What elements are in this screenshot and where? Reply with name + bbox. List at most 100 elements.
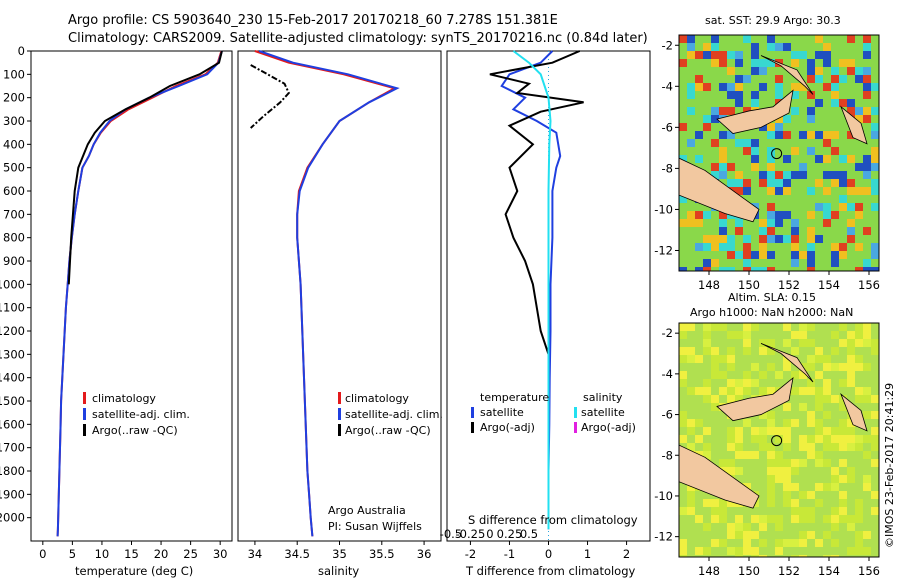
map-cell [775, 371, 783, 379]
depth-tick-label: 2000 [0, 511, 25, 525]
map-cell [687, 219, 695, 227]
map-cell [695, 547, 703, 555]
map-cell [871, 179, 879, 187]
map-cell [775, 179, 783, 187]
x-tick-label: 36 [417, 547, 432, 561]
map-cell [751, 451, 759, 459]
map-cell [807, 91, 815, 99]
map-cell [743, 347, 751, 355]
map-cell [799, 491, 807, 499]
map-cell [743, 267, 751, 271]
map-cell [751, 267, 759, 271]
map-cell [863, 163, 871, 171]
map-cell [727, 267, 735, 271]
depth-tick-label: 1600 [0, 417, 25, 431]
map-cell [751, 155, 759, 163]
map-cell [703, 211, 711, 219]
map-cell [759, 83, 767, 91]
map-cell [807, 491, 815, 499]
map-cell [807, 363, 815, 371]
map-cell [735, 99, 743, 107]
map-cell [695, 435, 703, 443]
map-cell [815, 419, 823, 427]
map-cell [759, 123, 767, 131]
map-cell [679, 507, 687, 515]
legend-swatch-climatology [83, 392, 86, 404]
map-cell [783, 443, 791, 451]
map-cell [727, 331, 735, 339]
map-cell [711, 539, 719, 547]
map-cell [743, 243, 751, 251]
map-cell [719, 171, 727, 179]
map-cell [695, 387, 703, 395]
map-cell [839, 515, 847, 523]
map-cell [679, 331, 687, 339]
map-cell [735, 467, 743, 475]
map-cell [807, 227, 815, 235]
map-cell [815, 203, 823, 211]
map-cell [711, 347, 719, 355]
map-cell [735, 139, 743, 147]
map-cell [767, 211, 775, 219]
map-cell [735, 251, 743, 259]
map-cell [855, 531, 863, 539]
map-cell [839, 171, 847, 179]
map-cell [863, 363, 871, 371]
map-cell [871, 507, 879, 515]
map-cell [839, 419, 847, 427]
lon-tick-label: 152 [778, 278, 800, 292]
map-cell [743, 235, 751, 243]
map-cell [799, 555, 807, 557]
legend-salinity-heading: salinity [583, 391, 623, 404]
map-cell [727, 499, 735, 507]
depth-tick-label: 500 [3, 161, 25, 175]
map-cell [711, 355, 719, 363]
map-cell [687, 491, 695, 499]
map-cell [783, 171, 791, 179]
map-cell [775, 475, 783, 483]
map-cell [855, 267, 863, 271]
salinity-xlabel: salinity [318, 564, 359, 578]
map-cell [791, 259, 799, 267]
legend-s-satellite: satellite [581, 406, 625, 419]
legend-t-satellite: satellite [480, 406, 524, 419]
map-cell [871, 107, 879, 115]
map-cell [719, 51, 727, 59]
map-cell [735, 435, 743, 443]
map-cell [863, 547, 871, 555]
map-cell [783, 155, 791, 163]
map-cell [679, 411, 687, 419]
map-cell [719, 371, 727, 379]
map-cell [743, 147, 751, 155]
map-cell [815, 387, 823, 395]
map-cell [839, 323, 847, 331]
map-cell [815, 435, 823, 443]
map-cell [823, 515, 831, 523]
map-cell [855, 395, 863, 403]
map-cell [831, 211, 839, 219]
map-cell [727, 363, 735, 371]
map-cell [831, 475, 839, 483]
map-cell [863, 75, 871, 83]
map-cell [767, 227, 775, 235]
map-cell [727, 395, 735, 403]
sla-map-subtitle: Argo h1000: NaN h2000: NaN [690, 306, 853, 319]
map-cell [679, 155, 687, 163]
legend-temperature-heading: temperature [480, 391, 549, 404]
map-cell [807, 211, 815, 219]
map-cell [783, 483, 791, 491]
map-cell [751, 515, 759, 523]
map-cell [767, 347, 775, 355]
map-cell [759, 411, 767, 419]
lat-tick-label: -10 [654, 489, 673, 503]
map-cell [855, 339, 863, 347]
map-cell [775, 83, 783, 91]
map-cell [863, 155, 871, 163]
temperature-panel-frame [30, 50, 233, 542]
map-cell [703, 115, 711, 123]
x2-tick-label: -0.25 [456, 527, 486, 541]
map-cell [767, 155, 775, 163]
lon-tick-label: 148 [698, 564, 720, 578]
map-cell [719, 235, 727, 243]
legend-climatology: climatology [92, 392, 156, 405]
